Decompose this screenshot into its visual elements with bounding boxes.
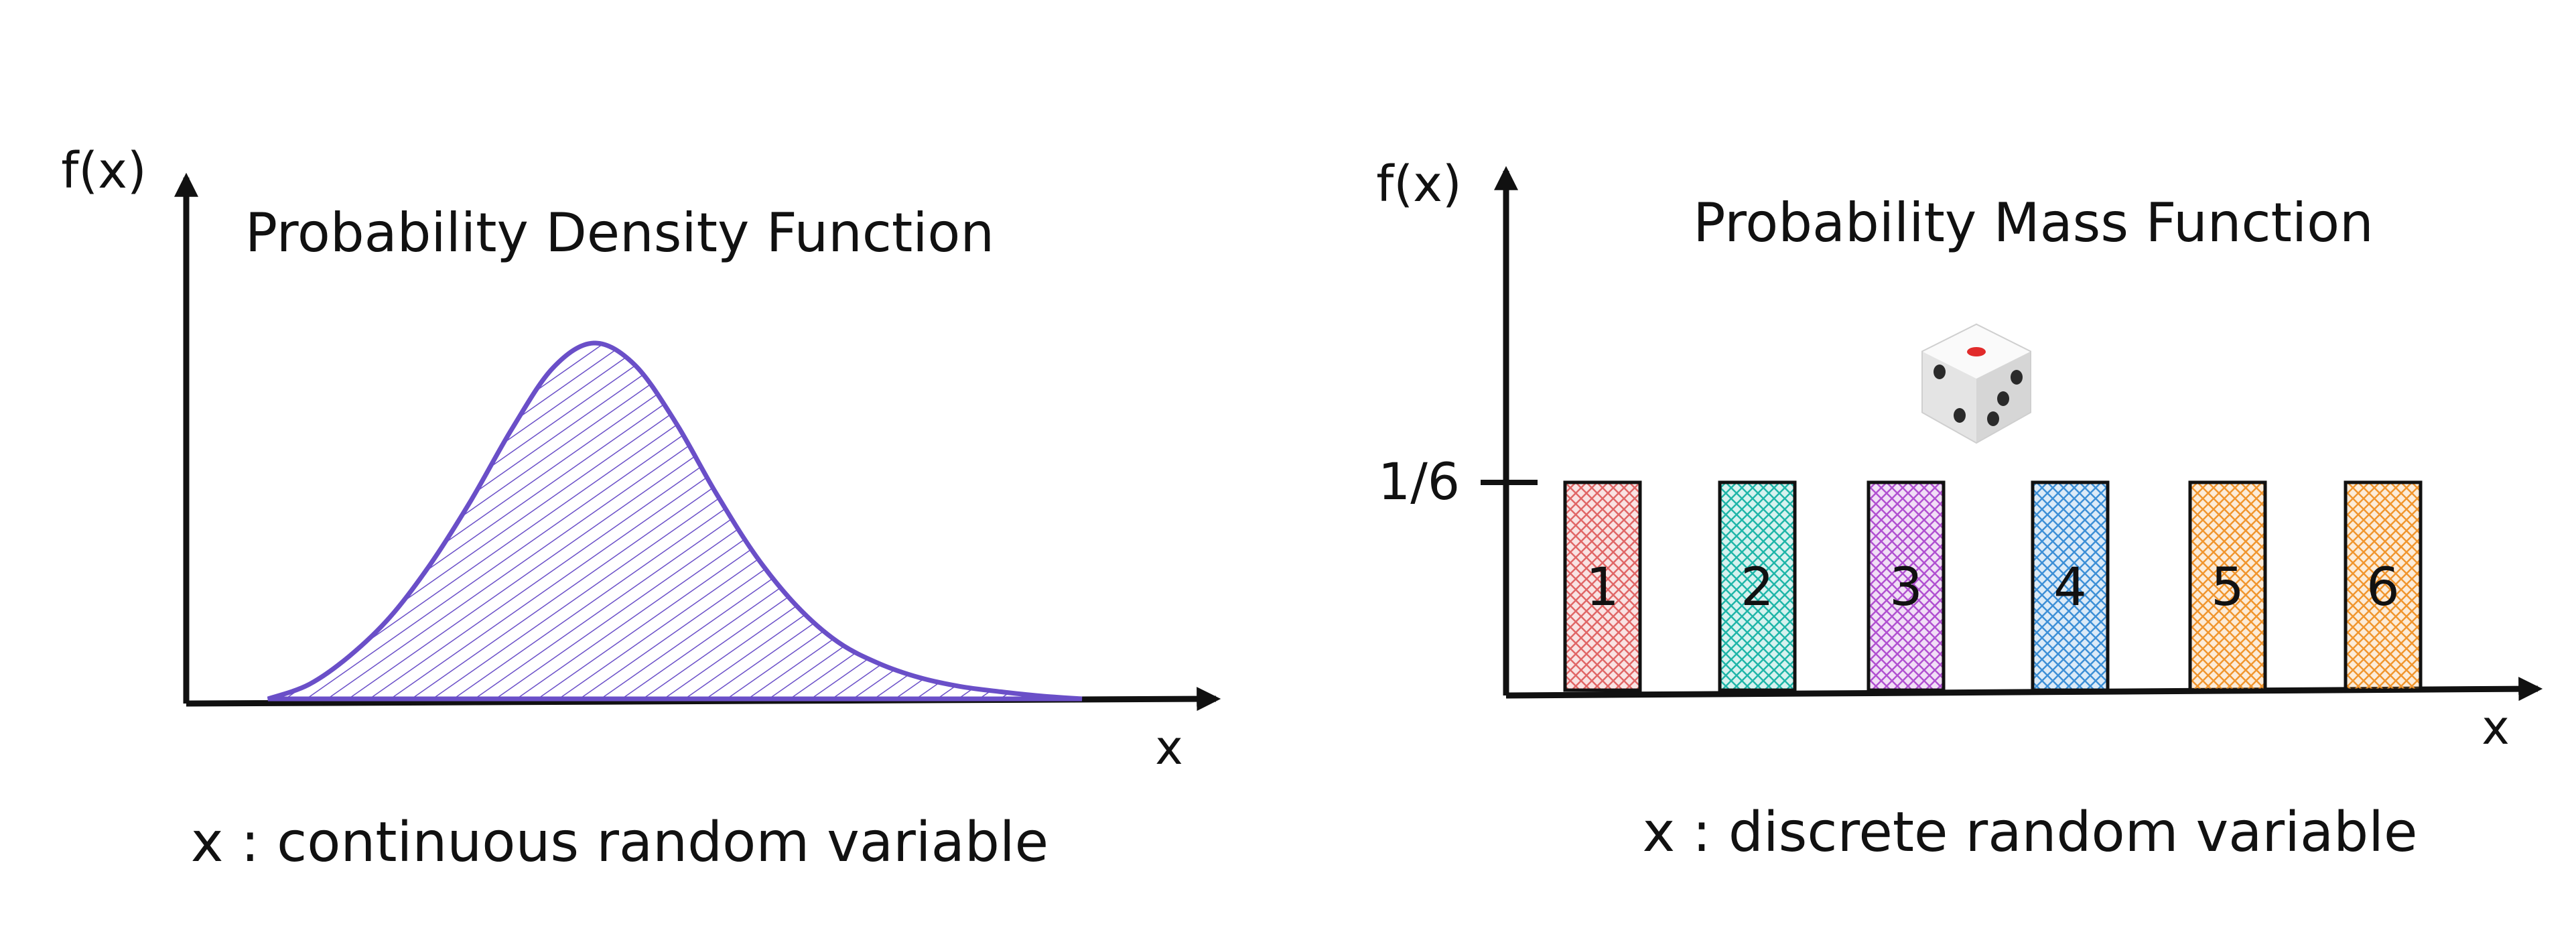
pmf-bar-1	[1563, 480, 1642, 692]
pmf-chart-title: Probability Mass Function	[1693, 192, 2373, 254]
die-icon	[1921, 323, 2031, 444]
pdf-chart: Probability Density Function f(x) x x : …	[61, 142, 1221, 874]
pmf-bar-label-5: 5	[2211, 557, 2244, 618]
pmf-bar-label-2: 2	[1741, 557, 1774, 618]
pmf-y-axis-label: f(x)	[1376, 155, 1462, 213]
pmf-caption: x : discrete random variable	[1643, 801, 2418, 864]
pmf-bar-5	[2188, 480, 2267, 692]
pmf-chart: Probability Mass Function f(x) 1/6 1 2 3 4 5…	[1376, 155, 2543, 864]
pmf-x-axis-label: x	[2482, 700, 2509, 755]
pdf-density-curve	[267, 340, 1083, 702]
pmf-bar-label-6: 6	[2366, 557, 2400, 618]
pmf-y-tick-label: 1/6	[1378, 452, 1460, 511]
pdf-x-axis-label: x	[1155, 720, 1182, 775]
pmf-bar-3	[1867, 480, 1946, 692]
pmf-bar-4	[2031, 480, 2110, 692]
pmf-bar-6	[2344, 480, 2423, 692]
pmf-bar-label-1: 1	[1586, 557, 1619, 618]
pmf-bars: 1 2 3 4 5 6	[1563, 480, 2423, 692]
pdf-chart-title: Probability Density Function	[245, 202, 994, 264]
pmf-bar-2	[1718, 480, 1797, 692]
pmf-bar-label-4: 4	[2053, 557, 2087, 618]
pdf-caption: x : continuous random variable	[191, 811, 1048, 874]
pmf-bar-label-3: 3	[1889, 557, 1923, 618]
pdf-y-axis-label: f(x)	[61, 142, 147, 200]
